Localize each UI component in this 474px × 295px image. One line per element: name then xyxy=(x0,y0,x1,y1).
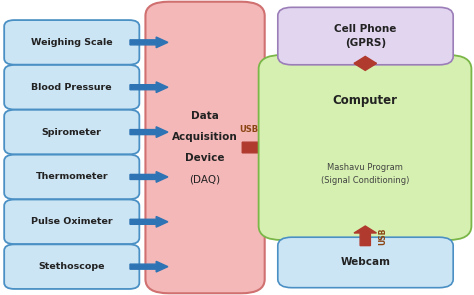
FancyArrow shape xyxy=(130,172,168,182)
Text: Weighing Scale: Weighing Scale xyxy=(31,38,113,47)
FancyArrow shape xyxy=(130,217,168,227)
FancyArrow shape xyxy=(354,56,376,63)
Text: Webcam: Webcam xyxy=(340,258,391,268)
Text: Stethoscope: Stethoscope xyxy=(38,262,105,271)
Text: Pulse Oximeter: Pulse Oximeter xyxy=(31,217,113,226)
FancyArrow shape xyxy=(130,127,168,137)
Text: Spirometer: Spirometer xyxy=(42,127,102,137)
Text: USB: USB xyxy=(379,227,388,245)
FancyBboxPatch shape xyxy=(259,55,472,240)
Text: USB: USB xyxy=(240,125,259,134)
Text: Thermometer: Thermometer xyxy=(36,173,108,181)
FancyArrow shape xyxy=(354,63,376,71)
Text: Mashavu Program
(Signal Conditioning): Mashavu Program (Signal Conditioning) xyxy=(321,163,409,185)
FancyArrow shape xyxy=(354,226,376,246)
Text: Acquisition: Acquisition xyxy=(172,132,238,142)
FancyBboxPatch shape xyxy=(4,199,139,244)
FancyBboxPatch shape xyxy=(4,20,139,65)
Text: Device: Device xyxy=(185,153,225,163)
FancyBboxPatch shape xyxy=(4,65,139,109)
FancyArrow shape xyxy=(130,261,168,272)
FancyArrow shape xyxy=(130,82,168,93)
FancyBboxPatch shape xyxy=(278,7,453,65)
FancyBboxPatch shape xyxy=(4,155,139,199)
Text: Cell Phone
(GPRS): Cell Phone (GPRS) xyxy=(334,24,397,48)
FancyBboxPatch shape xyxy=(278,237,453,288)
FancyBboxPatch shape xyxy=(4,244,139,289)
FancyBboxPatch shape xyxy=(4,110,139,154)
FancyArrow shape xyxy=(242,137,281,158)
Text: Data: Data xyxy=(191,111,219,121)
FancyArrow shape xyxy=(130,37,168,48)
FancyBboxPatch shape xyxy=(146,2,264,293)
Text: Computer: Computer xyxy=(333,94,398,107)
Text: Blood Pressure: Blood Pressure xyxy=(31,83,112,92)
Text: (DAQ): (DAQ) xyxy=(190,174,220,184)
